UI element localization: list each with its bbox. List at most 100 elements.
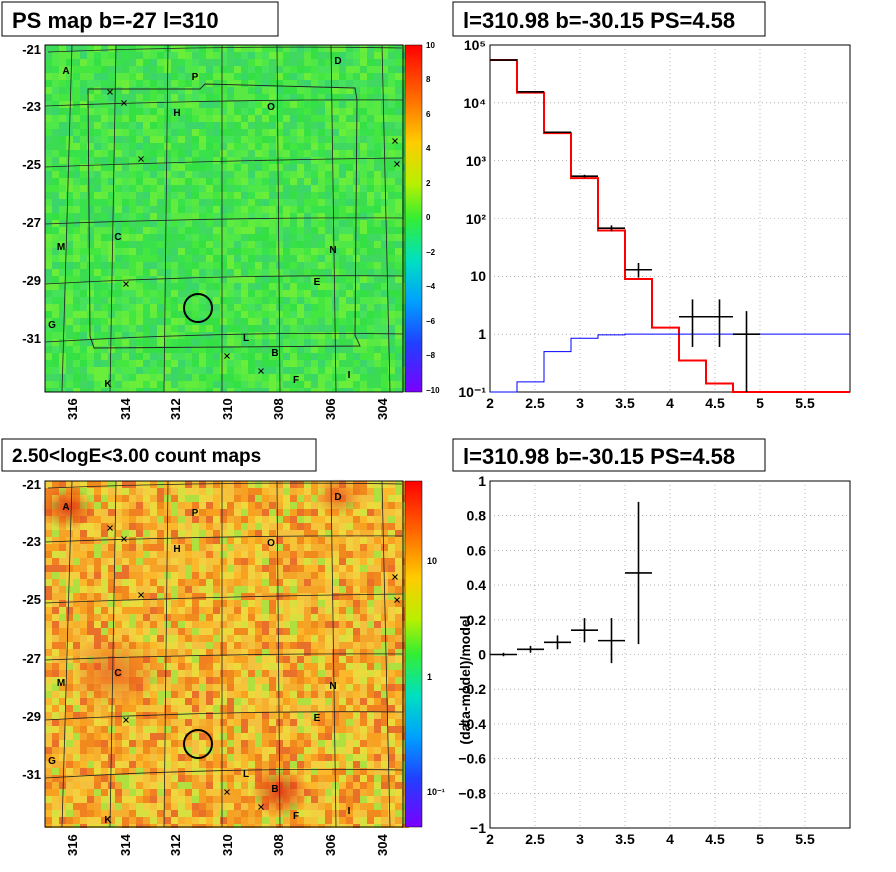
map-source-label: M xyxy=(57,678,65,689)
residual-ylabel: (data-model)/model xyxy=(457,615,473,744)
ps-map-ytick: -27 xyxy=(22,215,41,230)
ps-map-ytick: -25 xyxy=(22,157,41,172)
colorbar-tick: −10 xyxy=(426,386,440,395)
ps-map-y-axis: -21 -23 -25 -27 -29 -31 xyxy=(22,42,41,346)
source-marker xyxy=(258,368,264,374)
source-marker xyxy=(394,161,400,167)
source-marker xyxy=(258,804,264,810)
source-marker xyxy=(123,717,129,723)
ps-map-ytick: -31 xyxy=(22,331,41,346)
count-map-xtick: 306 xyxy=(323,834,338,856)
spectrum-y-axis: 10⁻¹ 1 10 10² 10³ 10⁴ 10⁵ xyxy=(458,37,486,400)
ps-map-xtick: 308 xyxy=(271,398,286,420)
source-marker xyxy=(107,89,113,95)
ps-map-title: PS map b=-27 l=310 xyxy=(12,8,219,33)
ps-map-panel: PS map b=-27 l=310 A P D H O M C N E G L B F I K -21 -… xyxy=(1,1,440,420)
spectrum-title-box xyxy=(452,1,766,37)
ps-map-colorbar-ticks: 10 8 6 4 2 0 −2 −4 −6 −8 −10 xyxy=(426,41,440,395)
count-map-ytick: -29 xyxy=(22,709,41,724)
count-map-ytick: -23 xyxy=(22,534,41,549)
spectrum-data-point xyxy=(490,59,517,61)
count-map-xtick: 312 xyxy=(168,834,183,856)
map-source-label: G xyxy=(48,320,56,331)
residual-ytick: −0.4 xyxy=(458,716,486,732)
source-marker xyxy=(121,536,127,542)
residual-xtick: 4 xyxy=(666,831,674,847)
spectrum-data-point xyxy=(706,299,733,347)
count-map-ytick: -31 xyxy=(22,767,41,782)
residual-ytick: 1 xyxy=(478,473,486,489)
ps-map-xtick: 306 xyxy=(323,398,338,420)
map-source-label: H xyxy=(173,544,180,555)
source-marker xyxy=(107,525,113,531)
map-source-label: I xyxy=(348,370,351,381)
spectrum-data-point xyxy=(544,131,571,134)
map-source-label: F xyxy=(293,375,299,386)
source-marker xyxy=(123,281,129,287)
count-map-xtick: 304 xyxy=(375,834,390,856)
map-source-label: I xyxy=(348,806,351,817)
count-map-xtick: 308 xyxy=(271,834,286,856)
source-marker xyxy=(121,100,127,106)
residual-xtick: 2.5 xyxy=(525,831,545,847)
residual-data-point xyxy=(490,652,517,657)
residual-title-box xyxy=(452,438,766,472)
count-map-y-axis: -21 -23 -25 -27 -29 -31 xyxy=(22,477,41,782)
map-source-label: E xyxy=(314,277,321,288)
colorbar-tick: 6 xyxy=(426,110,431,119)
map-source-label: P xyxy=(192,508,199,519)
map-source-label: E xyxy=(314,713,321,724)
map-source-label: D xyxy=(334,56,341,67)
residual-data-point xyxy=(517,645,544,653)
spectrum-xtick: 5 xyxy=(756,395,764,411)
spectrum-ytick: 10³ xyxy=(466,153,487,169)
map-source-label: K xyxy=(104,379,112,390)
ps-map-xtick: 316 xyxy=(65,398,80,420)
map-source-label: G xyxy=(48,756,56,767)
residual-data-point xyxy=(598,618,625,664)
residual-panel: l=310.98 b=-30.15 PS=4.58 1 0.8 0.6 0.4 0.2 0… xyxy=(452,438,851,847)
residual-ytick: −1 xyxy=(470,820,486,836)
map-source-label: B xyxy=(271,784,278,795)
ps-map-xtick: 304 xyxy=(375,398,390,420)
source-marker xyxy=(392,138,398,144)
count-map-colorbar-ticks: 10 1 10⁻¹ xyxy=(427,556,445,797)
map-source-label: C xyxy=(114,668,121,679)
residual-data-point xyxy=(625,501,652,645)
residual-xtick: 5 xyxy=(756,831,764,847)
count-map-panel: 2.50<logE<3.00 count maps A P D H O M C N E G xyxy=(1,438,445,856)
residual-ytick: 0 xyxy=(478,647,486,663)
residual-data-point xyxy=(571,618,598,643)
map-source-label: N xyxy=(329,245,336,256)
residual-series xyxy=(490,501,652,664)
count-map-title: 2.50<logE<3.00 count maps xyxy=(12,446,261,467)
residual-ytick: 0.6 xyxy=(467,542,487,558)
source-marker xyxy=(224,353,230,359)
colorbar-tick: −4 xyxy=(426,282,436,291)
map-source-label: F xyxy=(293,811,299,822)
ps-map-xtick: 312 xyxy=(168,398,183,420)
map-source-label: O xyxy=(267,102,275,113)
map-source-label: H xyxy=(173,108,180,119)
ps-map-title-box xyxy=(1,1,279,37)
ps-map-x-axis: 316 314 312 310 308 306 304 xyxy=(65,398,390,420)
count-map-source-labels: A P D H O M C N E G L B F I K xyxy=(48,492,351,826)
map-source-label: O xyxy=(267,538,275,549)
source-marker xyxy=(138,592,144,598)
colorbar-tick: −2 xyxy=(426,248,436,257)
residual-ytick: 0.4 xyxy=(467,577,487,593)
map-source-label: A xyxy=(62,502,69,513)
source-marker xyxy=(392,574,398,580)
ps-map-ytick: -21 xyxy=(22,42,41,57)
count-map-colorbar xyxy=(404,480,423,828)
source-marker xyxy=(224,789,230,795)
count-map-xtick: 316 xyxy=(65,834,80,856)
map-source-label: C xyxy=(114,232,121,243)
residual-xtick: 3 xyxy=(576,831,584,847)
ps-map-colorbar xyxy=(404,44,423,393)
map-source-label: L xyxy=(243,769,249,780)
count-map-ytick: -21 xyxy=(22,477,41,492)
source-marker xyxy=(138,156,144,162)
residual-data-point xyxy=(544,635,571,650)
